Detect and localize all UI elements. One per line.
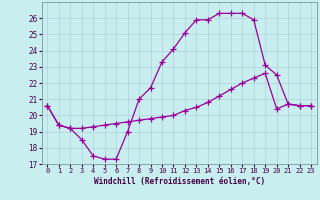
X-axis label: Windchill (Refroidissement éolien,°C): Windchill (Refroidissement éolien,°C) — [94, 177, 265, 186]
